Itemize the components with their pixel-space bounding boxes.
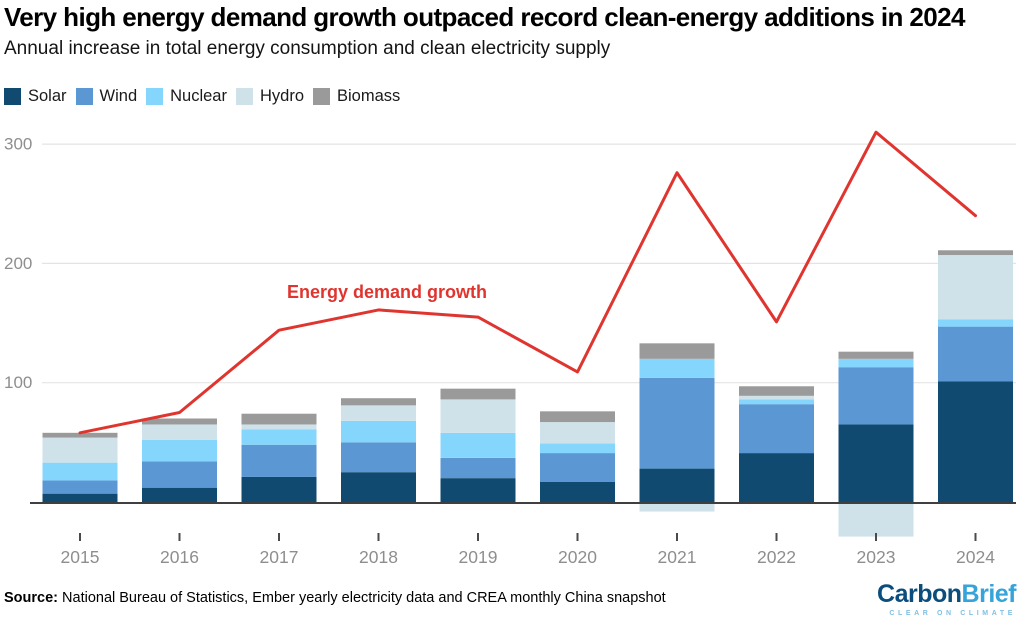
x-axis-label-2020: 2020 [558, 547, 597, 567]
bar-2016-nuclear [142, 439, 217, 462]
bar-2020-biomass [540, 411, 615, 423]
bar-2024-biomass [938, 250, 1013, 256]
stacked-bar-chart: 100 200 300 2015 2016 2017 2018 2019 2020 2021 202… [4, 130, 1016, 567]
legend-label-solar: Solar [28, 87, 67, 105]
bar-2024-wind [938, 326, 1013, 382]
bar-2021-biomass [639, 343, 715, 359]
bar-2017-wind [241, 444, 317, 477]
x-axis-label-2016: 2016 [160, 547, 199, 567]
legend-item-wind: Wind [75, 87, 138, 106]
bar-2015-biomass [42, 432, 118, 438]
bar-2017-nuclear [241, 429, 317, 445]
bar-2021-wind [639, 377, 715, 469]
legend-item-nuclear: Nuclear [146, 87, 227, 106]
bar-2023-hydro [838, 502, 914, 537]
bar-2018-solar [341, 472, 416, 502]
legend-swatch-solar [4, 88, 21, 105]
bar-2022-wind [739, 404, 814, 454]
bar-2015-nuclear [42, 462, 118, 481]
y-axis-label-200: 200 [4, 254, 32, 273]
x-axis-label-2017: 2017 [260, 547, 299, 567]
legend-label-hydro: Hydro [259, 87, 304, 105]
legend-label-nuclear: Nuclear [170, 87, 227, 105]
logo-tagline: CLEAR ON CLIMATE [889, 610, 1016, 617]
bar-2023-nuclear [838, 358, 914, 368]
legend-label-biomass: Biomass [337, 87, 401, 105]
legend-swatch-biomass [313, 88, 330, 105]
bar-2016-wind [142, 461, 217, 488]
bar-2022-nuclear [739, 399, 814, 405]
bar-2023-wind [838, 367, 914, 425]
bar-2023-biomass [838, 351, 914, 359]
y-axis-label-300: 300 [4, 135, 32, 154]
bar-2017-solar [241, 476, 317, 502]
x-axis-label-2019: 2019 [459, 547, 498, 567]
bar-2019-solar [440, 478, 516, 502]
legend-swatch-wind [75, 88, 93, 105]
logo-brief: Brief [961, 580, 1017, 608]
bar-2021-solar [639, 468, 715, 502]
bar-2024-hydro [938, 255, 1013, 320]
bar-2020-wind [540, 453, 615, 482]
energy-demand-label: Energy demand growth [287, 282, 487, 302]
bar-2022-solar [739, 453, 814, 502]
bar-2024-solar [938, 381, 1013, 502]
legend-item-biomass: Biomass [313, 87, 400, 106]
logo-carbon: Carbon [877, 580, 962, 608]
x-axis-label-2023: 2023 [857, 547, 896, 567]
bar-2024-nuclear [938, 319, 1013, 327]
bar-2016-hydro [142, 424, 217, 440]
x-axis-label-2015: 2015 [61, 547, 100, 567]
bar-2023-solar [838, 424, 914, 502]
bar-2021-hydro [639, 502, 715, 512]
bar-2015-wind [42, 480, 118, 494]
carbonbrief-logo: CarbonBrief CLEAR ON CLIMATE [877, 582, 1016, 618]
legend: Solar Wind Nuclear Hydro Biomass [4, 87, 409, 106]
x-axis-label-2022: 2022 [757, 547, 796, 567]
bar-2015-solar [42, 493, 118, 502]
legend-item-hydro: Hydro [235, 87, 304, 106]
x-axis-label-2021: 2021 [658, 547, 697, 567]
chart-title: Very high energy demand growth outpaced … [4, 2, 965, 32]
bar-2016-biomass [142, 418, 217, 425]
bar-2020-solar [540, 481, 615, 502]
legend-swatch-nuclear [146, 88, 164, 105]
bar-2018-hydro [341, 405, 416, 421]
bar-2019-biomass [440, 388, 516, 400]
bar-2017-biomass [241, 413, 317, 425]
x-axis-label-2024: 2024 [956, 547, 995, 567]
bar-2015-hydro [42, 437, 118, 463]
energy-demand-line [78, 130, 977, 435]
bar-2018-nuclear [341, 420, 416, 443]
logo-wordmark: CarbonBrief [877, 582, 1016, 607]
bar-2022-biomass [739, 386, 814, 396]
legend-item-solar: Solar [4, 87, 67, 106]
legend-label-wind: Wind [99, 87, 138, 105]
x-axis-label-2018: 2018 [359, 547, 398, 567]
chart-subtitle: Annual increase in total energy consumpt… [4, 38, 611, 59]
legend-swatch-hydro [235, 88, 253, 105]
bar-2018-biomass [341, 398, 416, 406]
bar-2020-hydro [540, 422, 615, 444]
bar-2018-wind [341, 442, 416, 473]
bar-2019-hydro [440, 399, 516, 433]
bar-2020-nuclear [540, 443, 615, 454]
y-axis-label-100: 100 [4, 373, 32, 392]
bar-2019-wind [440, 457, 516, 479]
bar-2021-nuclear [639, 358, 715, 378]
bar-2016-solar [142, 487, 217, 502]
bar-2017-hydro [241, 424, 317, 430]
source-note: Source: National Bureau of Statistics, E… [4, 590, 666, 606]
source-label: Source: [4, 590, 58, 606]
source-text: National Bureau of Statistics, Ember yea… [62, 590, 666, 606]
bar-2022-hydro [739, 395, 814, 400]
bar-2019-nuclear [440, 432, 516, 458]
